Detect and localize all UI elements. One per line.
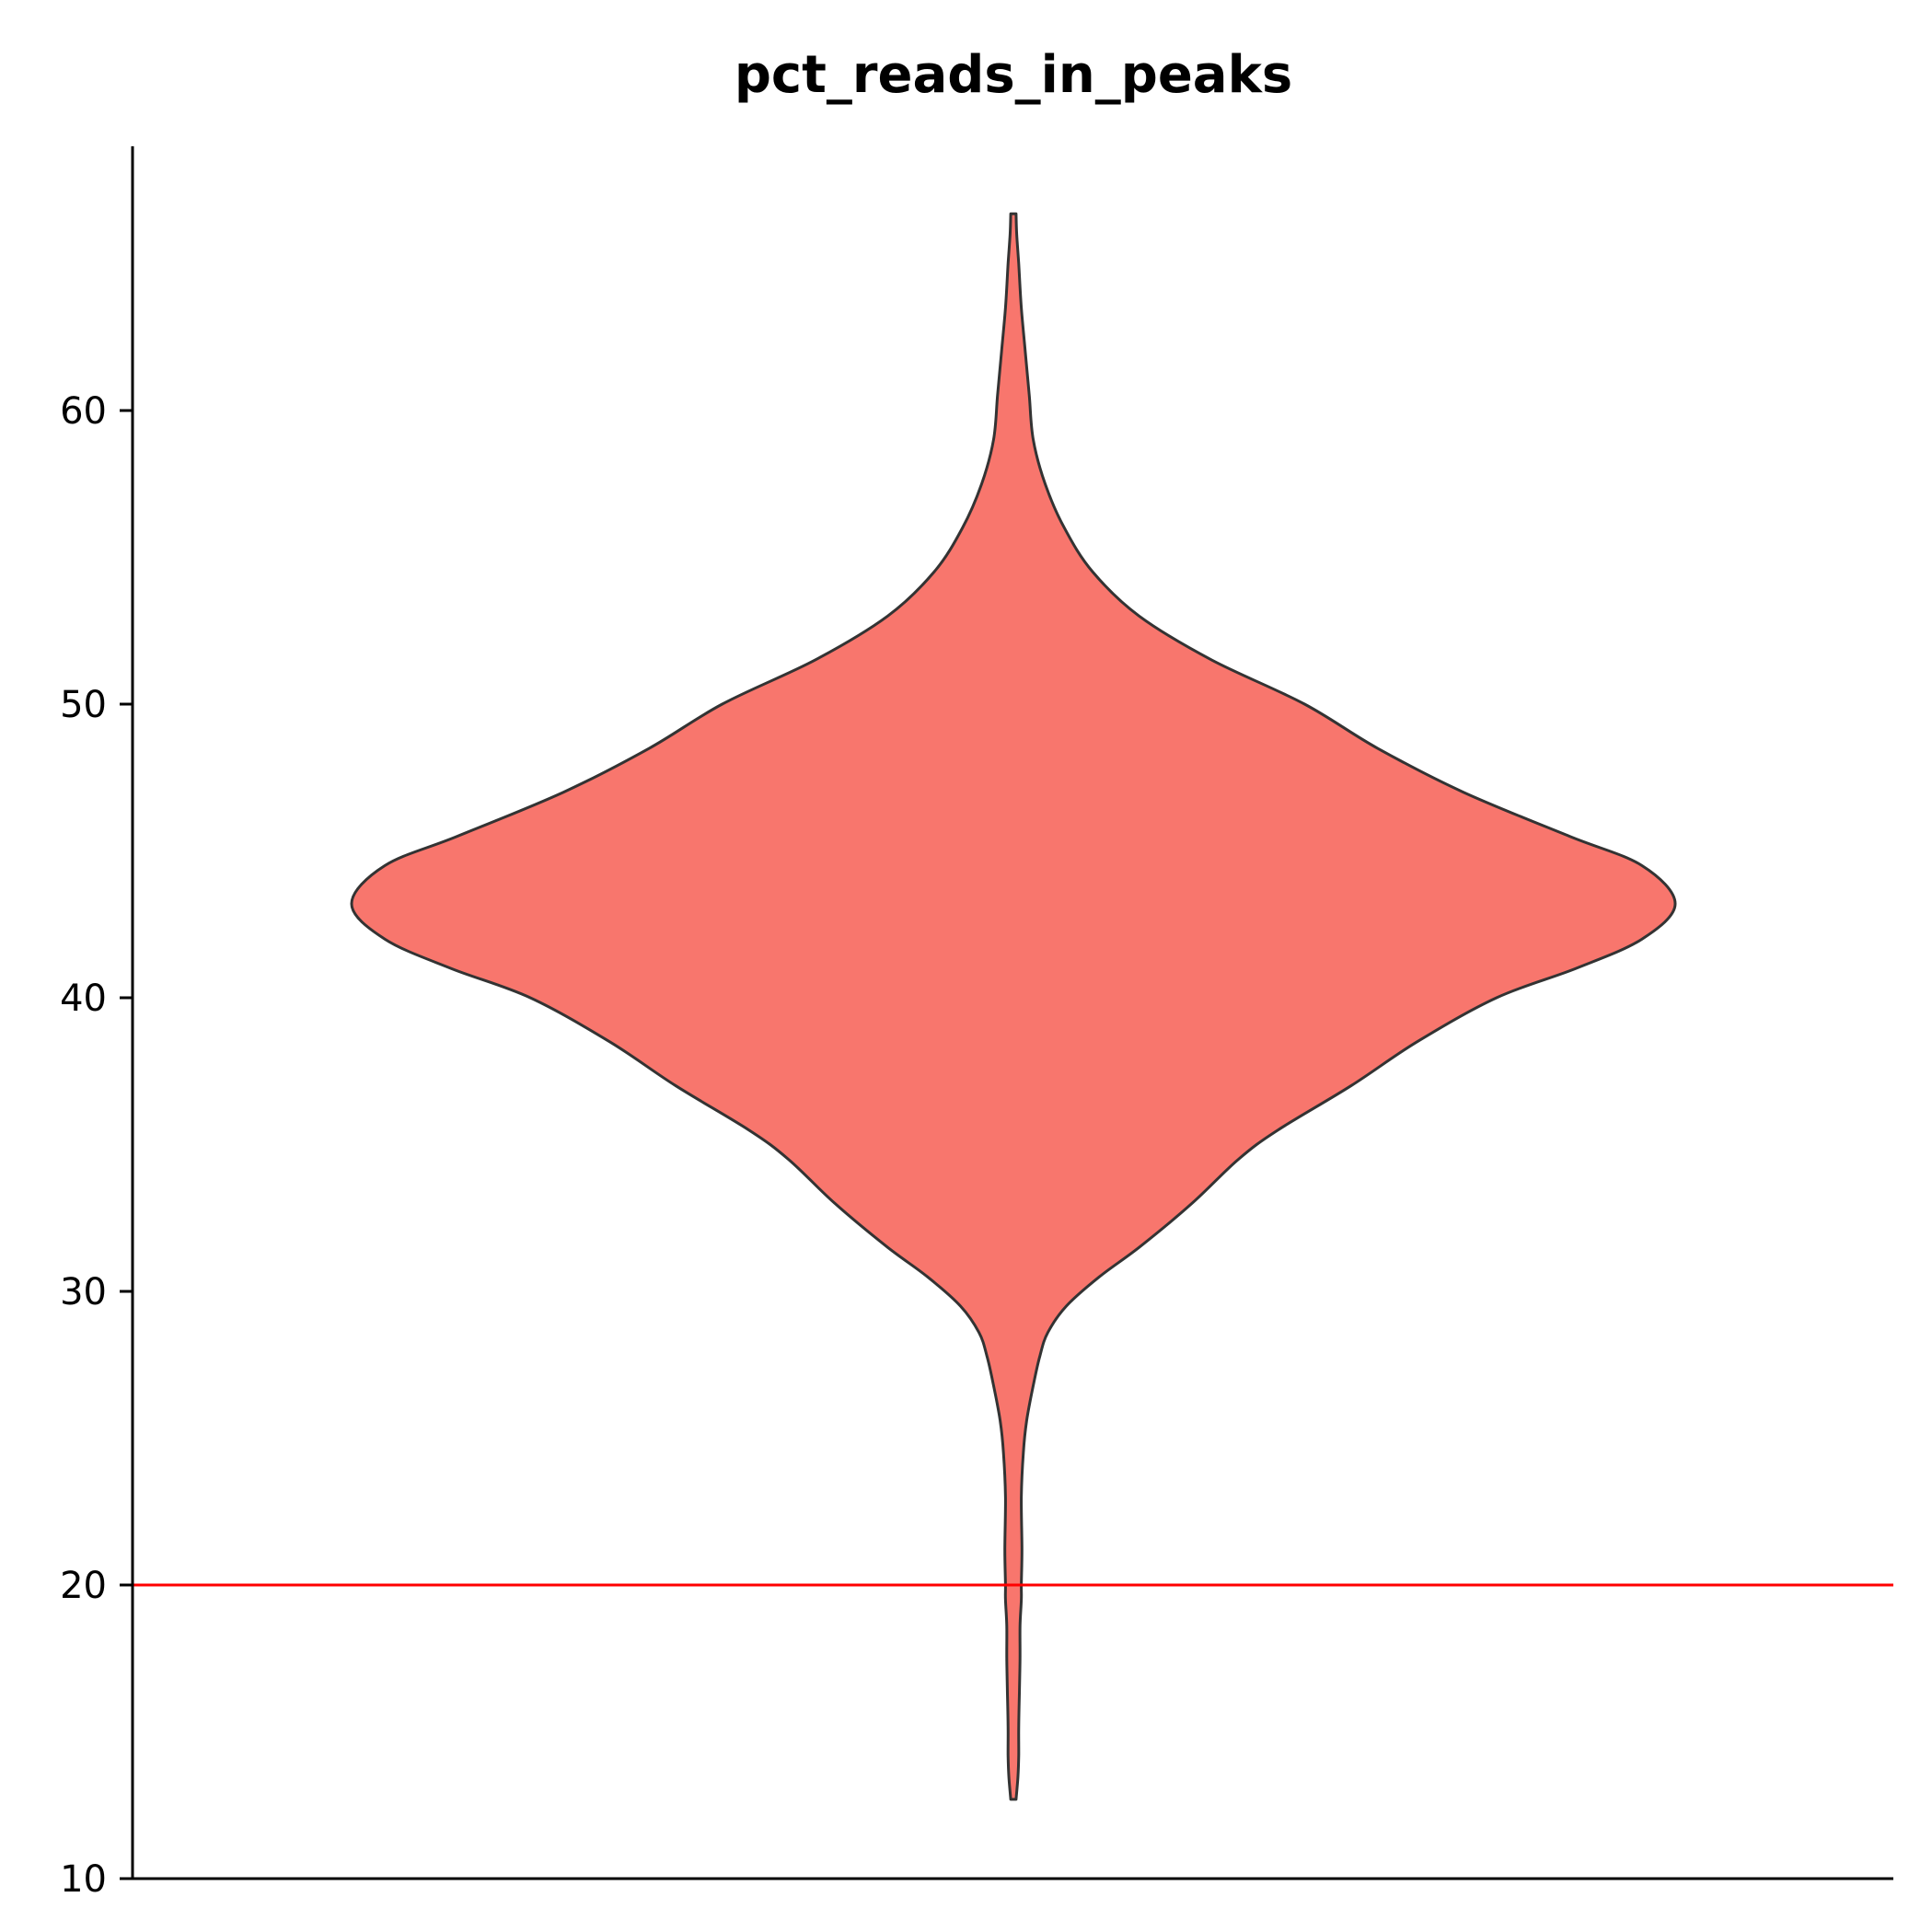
- chart-title: pct_reads_in_peaks: [735, 45, 1292, 105]
- y-tick-label: 20: [60, 1565, 107, 1607]
- y-tick-label: 30: [60, 1271, 107, 1313]
- y-axis-ticks: 10 20 30 40 50 60: [60, 390, 133, 1901]
- y-tick-label: 10: [60, 1858, 107, 1901]
- violin-body: [350, 212, 1677, 1801]
- y-tick-label: 60: [60, 390, 107, 433]
- y-tick-label: 40: [60, 978, 107, 1020]
- y-tick-label: 50: [60, 684, 107, 726]
